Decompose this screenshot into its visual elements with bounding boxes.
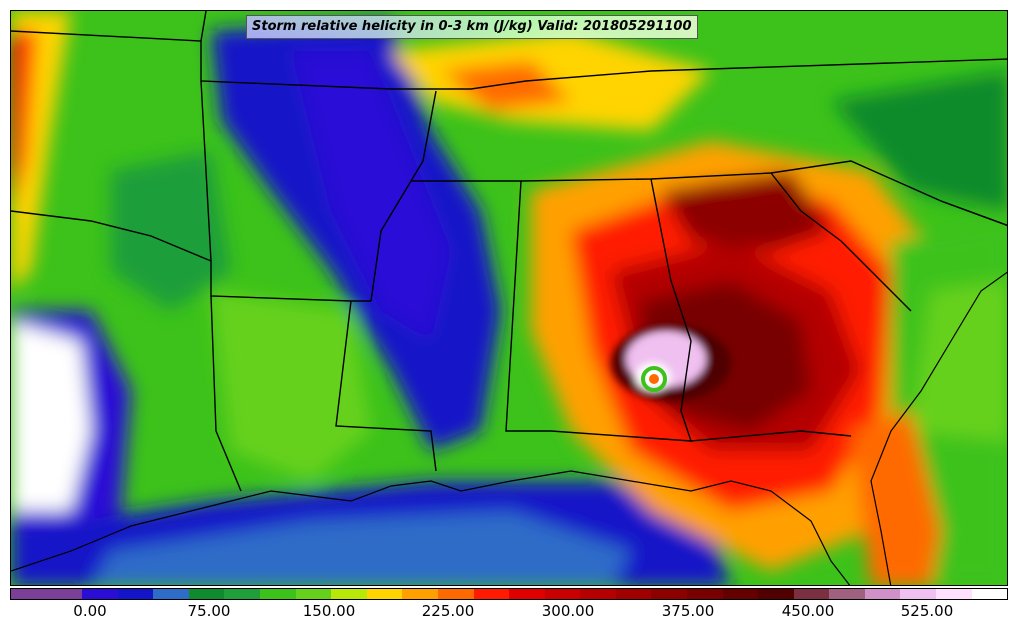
colorbar-swatch bbox=[117, 589, 154, 599]
colorbar-swatch bbox=[295, 589, 332, 599]
colorbar-swatch bbox=[188, 589, 225, 599]
colorbar-swatch bbox=[153, 589, 189, 599]
colorbar-tick-label: 225.00 bbox=[421, 602, 475, 620]
storm-eye bbox=[641, 366, 667, 392]
colorbar-tick-label: 525.00 bbox=[900, 602, 954, 620]
helicity-field bbox=[11, 11, 1007, 585]
colorbar-swatch bbox=[686, 589, 723, 599]
colorbar-swatch bbox=[509, 589, 545, 599]
colorbar-swatch bbox=[82, 589, 118, 599]
colorbar-swatch bbox=[331, 589, 367, 599]
colorbar-tick-label: 450.00 bbox=[781, 602, 835, 620]
colorbar-swatch bbox=[11, 589, 47, 599]
colorbar-swatch bbox=[46, 589, 83, 599]
colorbar-swatch bbox=[864, 589, 901, 599]
state-borders bbox=[11, 11, 1007, 492]
colorbar-swatch bbox=[829, 589, 865, 599]
colorbar-swatch bbox=[793, 589, 830, 599]
colorbar-swatch bbox=[473, 589, 510, 599]
colorbar-swatch bbox=[544, 589, 581, 599]
colorbar bbox=[10, 588, 1008, 600]
map-panel bbox=[10, 10, 1008, 586]
colorbar-swatch bbox=[936, 589, 972, 599]
colorbar-swatch bbox=[580, 589, 616, 599]
colorbar-tick-label: 75.00 bbox=[187, 602, 231, 620]
colorbar-swatch bbox=[366, 589, 403, 599]
colorbar-swatch bbox=[402, 589, 438, 599]
colorbar-tick-label: 375.00 bbox=[661, 602, 715, 620]
colorbar-swatch bbox=[651, 589, 687, 599]
colorbar-swatch bbox=[260, 589, 296, 599]
colorbar-swatch bbox=[722, 589, 759, 599]
colorbar-swatch bbox=[224, 589, 261, 599]
storm-core bbox=[611, 325, 731, 401]
colorbar-swatch bbox=[900, 589, 937, 599]
colorbar-swatch bbox=[758, 589, 794, 599]
map-title: Storm relative helicity in 0-3 km (J/kg)… bbox=[246, 15, 698, 39]
colorbar-tick-label: 0.00 bbox=[73, 602, 107, 620]
colorbar-swatch bbox=[437, 589, 474, 599]
storm-eye-center bbox=[649, 374, 659, 384]
helicity-map bbox=[11, 11, 1007, 585]
colorbar-tick-label: 150.00 bbox=[302, 602, 356, 620]
colorbar-swatch bbox=[615, 589, 652, 599]
colorbar-tick-label: 300.00 bbox=[541, 602, 595, 620]
colorbar-swatch bbox=[971, 589, 1008, 599]
coastline bbox=[11, 271, 1007, 585]
